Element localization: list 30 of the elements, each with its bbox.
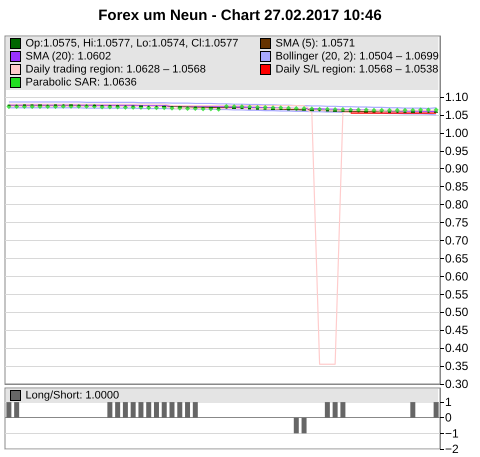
y-tick-label: 0 [445, 410, 452, 425]
y-tick-label: 0.85 [445, 180, 469, 194]
y-tick-label: 1.10 [445, 90, 469, 104]
y-tick-label: 0.80 [445, 198, 469, 212]
legend-label: Long/Short: 1.0000 [26, 390, 120, 402]
y-tick-label: 0.70 [445, 233, 469, 248]
y-tick-label: 1.00 [445, 126, 469, 140]
y-tick-label: 0.75 [445, 216, 469, 230]
legend-label: Daily S/L region: 1.0568 – 1.0538 [276, 64, 438, 76]
legend-label: Parabolic SAR: 1.0636 [26, 76, 137, 88]
legend-label: Op:1.0575, Hi:1.0577, Lo:1.0574, Cl:1.0577 [26, 38, 238, 50]
chart-title: Forex um Neun - Chart 27.02.2017 10:46 [98, 7, 382, 24]
legend-label: SMA (20): 1.0602 [26, 50, 112, 62]
y-tick-label: 0.65 [445, 251, 469, 266]
y-tick-label: 0.55 [445, 287, 469, 302]
y-tick-label: 0.90 [445, 162, 469, 176]
y-tick-label: 1.05 [445, 108, 469, 122]
legend-label: Daily trading region: 1.0628 – 1.0568 [26, 64, 206, 76]
y-tick-label: 0.45 [445, 323, 469, 338]
y-tick-label: 0.40 [445, 341, 469, 356]
y-tick-label: −2 [445, 442, 460, 456]
legend-label: Bollinger (20, 2): 1.0504 – 1.0699 [276, 50, 439, 62]
y-tick-label: 0.35 [445, 359, 469, 374]
y-tick-label: 0.60 [445, 269, 469, 284]
y-tick-label: 0.95 [445, 144, 469, 158]
y-tick-label: 0.50 [445, 305, 469, 320]
y-tick-label: 0.30 [445, 377, 469, 391]
y-tick-label: 1 [445, 395, 452, 410]
y-tick-label: −1 [445, 426, 460, 440]
legend-label: SMA (5): 1.0571 [276, 38, 355, 50]
